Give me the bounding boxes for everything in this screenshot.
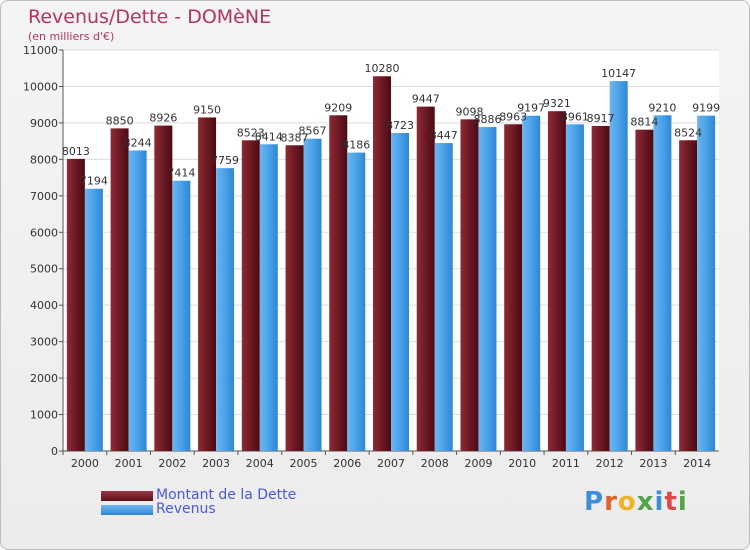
data-label: 9098 [455, 105, 483, 118]
data-label: 8447 [430, 129, 458, 142]
bar-revenus [434, 143, 453, 451]
bar-dette [154, 125, 173, 452]
bar-dette [329, 115, 348, 451]
data-label: 7194 [80, 175, 108, 188]
legend-label-dette: Montant de la Dette [156, 487, 297, 503]
legend-swatch-revenus [101, 505, 153, 515]
bar-dette [241, 140, 260, 451]
bar-revenus [565, 124, 584, 452]
bar-revenus [522, 115, 541, 452]
y-tick-label: 4000 [30, 299, 58, 312]
data-label: 8963 [499, 110, 527, 123]
bar-revenus [347, 152, 366, 452]
data-label: 8013 [62, 145, 90, 158]
data-label: 9209 [324, 101, 352, 114]
bar-revenus [478, 127, 497, 451]
x-tick-label: 2012 [596, 457, 624, 470]
y-tick-label: 9000 [30, 117, 58, 130]
data-label: 10147 [601, 67, 636, 80]
bar-revenus [259, 144, 278, 451]
data-label: 8814 [630, 116, 658, 129]
legend-label-revenus: Revenus [156, 501, 216, 517]
data-label: 8917 [587, 112, 615, 125]
bar-revenus [128, 150, 147, 451]
data-label: 8523 [237, 126, 265, 139]
data-label: 9150 [193, 103, 221, 116]
chart-subtitle: (en milliers d'€) [28, 30, 115, 43]
y-tick-label: 2000 [30, 372, 58, 385]
y-tick-label: 6000 [30, 226, 58, 239]
bar-dette [416, 106, 435, 452]
x-tick-label: 2002 [158, 457, 186, 470]
data-label: 9199 [692, 102, 720, 115]
x-tick-label: 2000 [71, 457, 99, 470]
x-tick-label: 2005 [290, 457, 318, 470]
y-tick-label: 8000 [30, 153, 58, 166]
data-label: 8850 [106, 114, 134, 127]
bar-dette [591, 125, 610, 451]
data-label: 8886 [473, 113, 501, 126]
data-label: 9447 [412, 93, 440, 106]
x-tick-label: 2014 [683, 457, 711, 470]
data-label: 8414 [255, 130, 283, 143]
y-tick-label: 11000 [23, 44, 58, 57]
bar-dette [110, 128, 129, 452]
y-tick-label: 1000 [30, 409, 58, 422]
data-label: 8961 [561, 110, 589, 123]
data-label: 8186 [342, 139, 370, 152]
x-tick-label: 2013 [639, 457, 667, 470]
data-label: 8567 [299, 125, 327, 138]
data-label: 8723 [386, 119, 414, 132]
bar-revenus [653, 115, 672, 452]
y-tick-label: 5000 [30, 263, 58, 276]
bar-revenus [391, 133, 409, 451]
data-label: 10280 [365, 62, 400, 75]
bar-dette [547, 111, 566, 451]
data-label: 9210 [648, 101, 676, 114]
data-label: 9321 [543, 97, 571, 110]
bar-dette [373, 76, 391, 451]
data-label: 8244 [124, 136, 152, 149]
data-label: 9197 [517, 102, 545, 115]
bar-dette [198, 117, 217, 451]
y-tick-label: 10000 [23, 80, 58, 93]
bar-dette [460, 119, 479, 451]
data-label: 7414 [167, 167, 195, 180]
x-tick-label: 2009 [464, 457, 492, 470]
bar-dette [66, 158, 85, 452]
x-tick-label: 2003 [202, 457, 230, 470]
x-tick-label: 2007 [377, 457, 405, 470]
data-label: 8524 [674, 126, 702, 139]
data-label: 7759 [211, 154, 239, 167]
chart-title: Revenus/Dette - DOMèNE [28, 6, 272, 28]
bar-revenus [609, 81, 628, 451]
y-tick-label: 0 [51, 445, 58, 458]
x-tick-label: 2004 [246, 457, 274, 470]
data-label: 8926 [149, 112, 177, 125]
x-tick-label: 2006 [333, 457, 361, 470]
bar-dette [285, 145, 304, 451]
y-tick-label: 7000 [30, 190, 58, 203]
bar-dette [635, 129, 654, 451]
x-tick-label: 2008 [421, 457, 449, 470]
x-tick-label: 2011 [552, 457, 580, 470]
bar-dette [504, 124, 523, 452]
proxiti-logo: Proxiti [584, 487, 688, 517]
bar-revenus [697, 115, 716, 451]
bar-revenus [84, 188, 103, 451]
bar-dette [679, 140, 698, 451]
data-label: 8387 [281, 131, 309, 144]
bar-revenus [216, 168, 235, 452]
x-tick-label: 2001 [115, 457, 143, 470]
bar-revenus [172, 180, 191, 451]
x-tick-label: 2010 [508, 457, 536, 470]
bar-revenus [303, 138, 322, 451]
y-tick-label: 3000 [30, 336, 58, 349]
legend-swatch-dette [101, 491, 153, 501]
